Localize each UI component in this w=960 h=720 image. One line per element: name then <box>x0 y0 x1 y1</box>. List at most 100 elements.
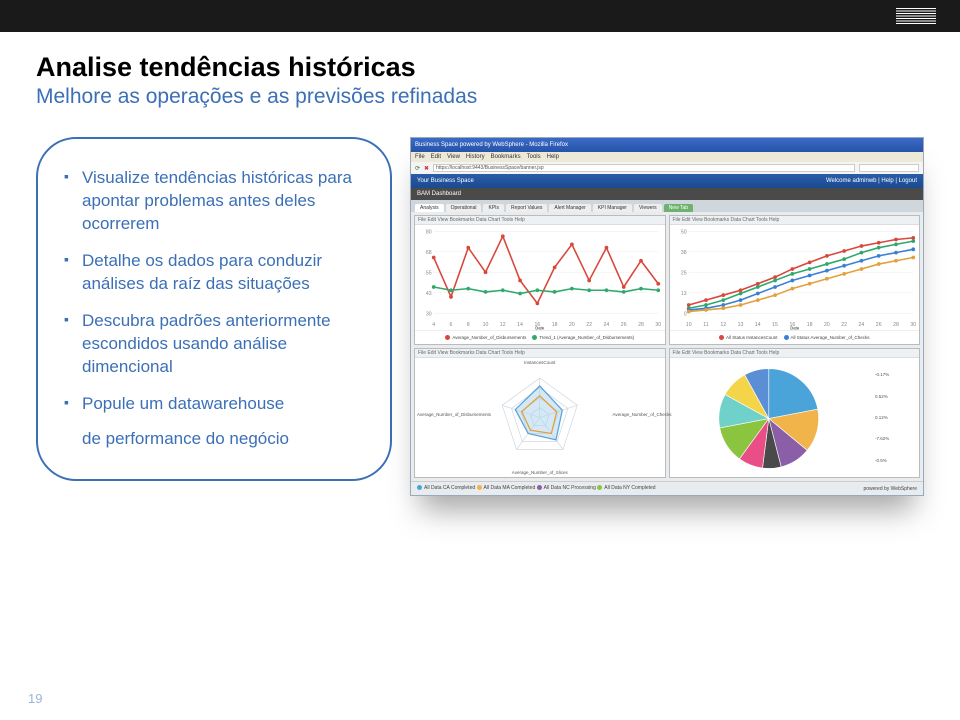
reload-icon[interactable]: ⟳ <box>415 165 420 172</box>
line-chart-body: 80685543304681012141618202224262830Date <box>415 225 665 330</box>
pie-label: 0.12% <box>875 415 917 420</box>
app-header: Your Business Space Welcome adminwb | He… <box>411 174 923 188</box>
url-input[interactable]: https://localhost:9443/BusinessSpace/ban… <box>433 164 855 172</box>
multi-line-body: 5038251301011121314151618202224262830Dat… <box>670 225 920 330</box>
tab-kpi-mgr[interactable]: KPI Manager <box>593 204 632 212</box>
panel-menu[interactable]: File Edit View Bookmarks Data Chart Tool… <box>415 349 665 358</box>
pie-label: 0.52% <box>875 394 917 399</box>
legend-label: Trend_1 (Average_Number_of_Disbursements… <box>539 335 634 340</box>
svg-text:30: 30 <box>426 311 432 317</box>
legend-label: All Data CA Completed <box>424 485 475 491</box>
bullet-item: Popule um datawarehouse <box>64 393 364 416</box>
ibm-logo <box>896 8 936 24</box>
pie-body: -0.17% 0.52% 0.12% -7.62% -0.5% <box>670 358 920 477</box>
panel-menu[interactable]: File Edit View Bookmarks Data Chart Tool… <box>415 216 665 225</box>
svg-text:12: 12 <box>500 322 506 328</box>
dashboard-footer: All Data CA Completed All Data MA Comple… <box>411 481 923 495</box>
window-title: Business Space powered by WebSphere - Mo… <box>415 142 568 148</box>
sub-header: BAM Dashboard <box>411 188 923 200</box>
search-input[interactable] <box>859 164 919 172</box>
legend-label: All Status Average_Number_of_Checks <box>791 335 870 340</box>
dashboard-screenshot: Business Space powered by WebSphere - Mo… <box>410 137 924 496</box>
panel-radar: File Edit View Bookmarks Data Chart Tool… <box>414 348 666 478</box>
pie-side-labels: -0.17% 0.52% 0.12% -7.62% -0.5% <box>875 364 917 471</box>
tab-analysis[interactable]: Analysis <box>415 204 444 212</box>
svg-text:30: 30 <box>910 322 916 328</box>
url-bar-row: ⟳ ✖ https://localhost:9443/BusinessSpace… <box>411 162 923 174</box>
svg-text:24: 24 <box>858 322 864 328</box>
pie-label: -0.17% <box>875 372 917 377</box>
bullet-bubble: Visualize tendências históricas para apo… <box>36 137 392 481</box>
legend-label: All Data NC Processing <box>544 485 596 491</box>
tab-viewers[interactable]: Viewers <box>634 204 662 212</box>
svg-text:14: 14 <box>517 322 523 328</box>
svg-text:26: 26 <box>621 322 627 328</box>
svg-text:14: 14 <box>754 322 760 328</box>
svg-text:11: 11 <box>703 322 708 328</box>
top-bar <box>0 0 960 32</box>
user-links[interactable]: Welcome adminwb | Help | Logout <box>826 178 917 184</box>
legend-label: All Data MA Completed <box>484 485 536 491</box>
trailing-text: de performance do negócio <box>64 429 364 449</box>
menu-item[interactable]: Tools <box>527 154 541 160</box>
svg-text:30: 30 <box>655 322 661 328</box>
svg-text:18: 18 <box>552 322 558 328</box>
slide-subtitle: Melhore as operações e as previsões refi… <box>36 85 924 109</box>
slide-title: Analise tendências históricas <box>36 52 924 83</box>
svg-text:18: 18 <box>806 322 812 328</box>
tab-kpis[interactable]: KPIs <box>483 204 504 212</box>
svg-text:10: 10 <box>483 322 489 328</box>
sub-title: BAM Dashboard <box>417 191 461 197</box>
stop-icon[interactable]: ✖ <box>424 165 429 172</box>
tab-operational[interactable]: Operational <box>446 204 482 212</box>
bullet-list: Visualize tendências históricas para apo… <box>64 167 364 415</box>
svg-text:0: 0 <box>683 311 686 317</box>
legend-label: All Data NY Completed <box>604 485 655 491</box>
dashboard-grid: File Edit View Bookmarks Data Chart Tool… <box>411 212 923 481</box>
svg-text:13: 13 <box>737 322 743 328</box>
svg-text:20: 20 <box>569 322 575 328</box>
slide-content: Analise tendências históricas Melhore as… <box>36 52 924 496</box>
panel-pie: File Edit View Bookmarks Data Chart Tool… <box>669 348 921 478</box>
line-chart-svg: 80685543304681012141618202224262830Date <box>415 225 665 330</box>
tab-report[interactable]: Report Values <box>506 204 547 212</box>
svg-text:10: 10 <box>685 322 691 328</box>
multi-line-svg: 5038251301011121314151618202224262830Dat… <box>670 225 920 330</box>
radar-label-right: Average_Number_of_Checks <box>613 412 663 417</box>
svg-text:50: 50 <box>680 229 686 235</box>
panel-line-chart: File Edit View Bookmarks Data Chart Tool… <box>414 215 666 345</box>
svg-text:Date: Date <box>790 325 800 330</box>
pie-label: -7.62% <box>875 436 917 441</box>
legend-label: All Status InstancesCount <box>726 335 778 340</box>
svg-text:68: 68 <box>426 250 432 256</box>
svg-text:43: 43 <box>426 291 432 297</box>
radar-body: InstancesCount Average_Number_of_Disburs… <box>415 358 665 477</box>
tab-alert[interactable]: Alert Manager <box>549 204 590 212</box>
tab-bar: Analysis Operational KPIs Report Values … <box>411 200 923 212</box>
window-titlebar: Business Space powered by WebSphere - Mo… <box>411 138 923 152</box>
menu-item[interactable]: Help <box>547 154 559 160</box>
svg-text:28: 28 <box>893 322 899 328</box>
pie-label: -0.5% <box>875 458 917 463</box>
menu-item[interactable]: File <box>415 154 425 160</box>
svg-text:22: 22 <box>586 322 592 328</box>
menu-item[interactable]: History <box>466 154 485 160</box>
svg-text:80: 80 <box>426 229 432 235</box>
svg-text:Date: Date <box>535 325 545 330</box>
browser-menubar: File Edit View History Bookmarks Tools H… <box>411 152 923 162</box>
svg-text:22: 22 <box>841 322 847 328</box>
menu-item[interactable]: View <box>447 154 460 160</box>
svg-text:24: 24 <box>604 322 610 328</box>
menu-item[interactable]: Bookmarks <box>491 154 521 160</box>
tab-new[interactable]: New Tab <box>664 204 693 212</box>
multi-line-legend: All Status InstancesCount All Status Ave… <box>670 330 920 344</box>
panel-menu[interactable]: File Edit View Bookmarks Data Chart Tool… <box>670 349 920 358</box>
menu-item[interactable]: Edit <box>431 154 441 160</box>
radar-label-bottom: Average_Number_of_Slices <box>512 470 568 475</box>
body-row: Visualize tendências históricas para apo… <box>36 137 924 496</box>
svg-text:15: 15 <box>772 322 778 328</box>
panel-menu[interactable]: File Edit View Bookmarks Data Chart Tool… <box>670 216 920 225</box>
svg-text:12: 12 <box>720 322 726 328</box>
radar-labels: InstancesCount Average_Number_of_Disburs… <box>415 358 665 477</box>
line-chart-legend: Average_Number_of_Disbursements Trend_1 … <box>415 330 665 344</box>
